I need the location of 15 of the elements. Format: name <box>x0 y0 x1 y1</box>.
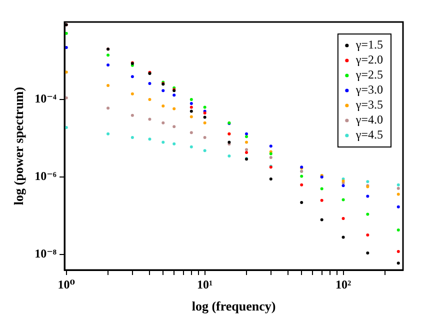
legend-label: γ=4.0 <box>354 112 384 127</box>
legend-label: γ=1.5 <box>354 38 384 52</box>
x-tick-label: 10² <box>335 277 352 292</box>
legend-label: γ=3.5 <box>354 98 384 112</box>
legend-label: γ=4.5 <box>354 128 384 142</box>
x-tick-label: 10¹ <box>197 277 214 292</box>
y-tick-label: 10⁻⁴ <box>34 92 57 106</box>
legend-label: γ=2.5 <box>354 68 384 82</box>
x-axis-title: log (frequency) <box>192 298 276 314</box>
x-tick-label: 10⁰ <box>58 277 75 292</box>
y-axis-title: log (power spectrum) <box>11 86 26 206</box>
y-tick-label: 10⁻⁶ <box>34 169 57 184</box>
legend-label: γ=2.0 <box>354 52 384 67</box>
legend-label: γ=3.0 <box>354 82 384 97</box>
y-tick-label: 10⁻⁸ <box>34 246 57 261</box>
